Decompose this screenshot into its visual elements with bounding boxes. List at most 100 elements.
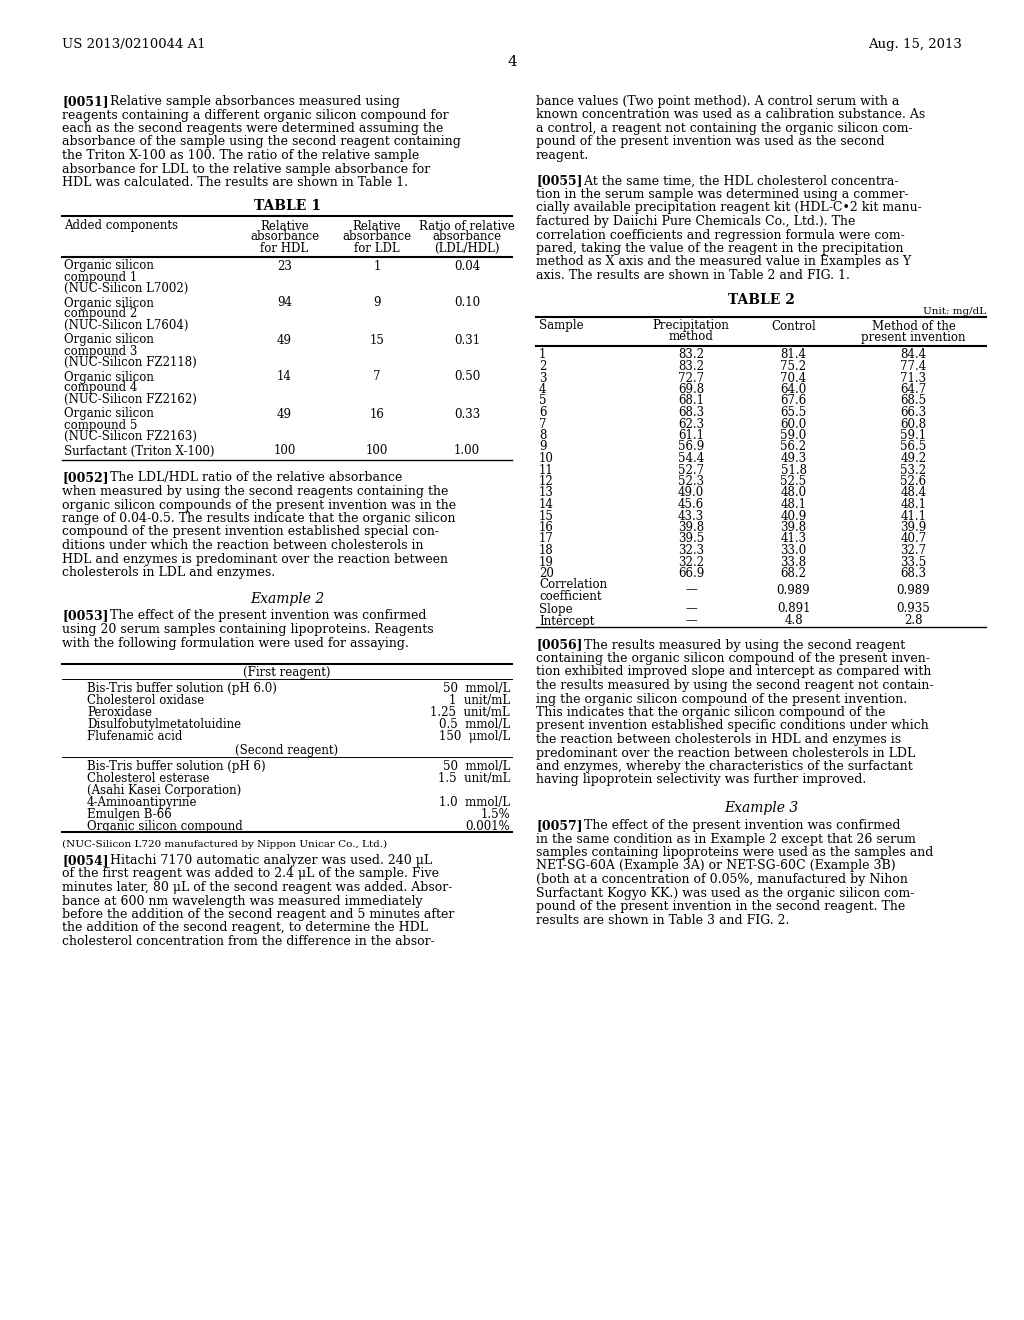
Text: the addition of the second reagent, to determine the HDL: the addition of the second reagent, to d…	[62, 921, 428, 935]
Text: 56.2: 56.2	[780, 441, 807, 454]
Text: 15: 15	[370, 334, 384, 346]
Text: and enzymes, whereby the characteristics of the surfactant: and enzymes, whereby the characteristics…	[536, 760, 912, 774]
Text: 49: 49	[278, 408, 292, 421]
Text: 49.0: 49.0	[678, 487, 705, 499]
Text: 0.04: 0.04	[454, 260, 480, 272]
Text: reagents containing a different organic silicon compound for: reagents containing a different organic …	[62, 108, 449, 121]
Text: (Second reagent): (Second reagent)	[236, 744, 339, 756]
Text: 67.6: 67.6	[780, 395, 807, 408]
Text: —: —	[685, 583, 697, 597]
Text: organic silicon compounds of the present invention was in the: organic silicon compounds of the present…	[62, 499, 456, 511]
Text: 72.7: 72.7	[678, 371, 705, 384]
Text: 66.3: 66.3	[900, 407, 927, 418]
Text: range of 0.04-0.5. The results indicate that the organic silicon: range of 0.04-0.5. The results indicate …	[62, 512, 456, 525]
Text: for HDL: for HDL	[260, 242, 308, 255]
Text: Ratio of relative: Ratio of relative	[419, 219, 515, 232]
Text: 56.5: 56.5	[900, 441, 927, 454]
Text: 16: 16	[370, 408, 384, 421]
Text: (First reagent): (First reagent)	[244, 667, 331, 678]
Text: 52.7: 52.7	[678, 463, 705, 477]
Text: factured by Daiichi Pure Chemicals Co., Ltd.). The: factured by Daiichi Pure Chemicals Co., …	[536, 215, 855, 228]
Text: 50  mmol/L: 50 mmol/L	[442, 760, 510, 774]
Text: bance values (Two point method). A control serum with a: bance values (Two point method). A contr…	[536, 95, 899, 108]
Text: 17: 17	[539, 532, 554, 545]
Text: minutes later, 80 μL of the second reagent was added. Absor-: minutes later, 80 μL of the second reage…	[62, 880, 453, 894]
Text: Organic silicon: Organic silicon	[63, 260, 154, 272]
Text: absorbance for LDL to the relative sample absorbance for: absorbance for LDL to the relative sampl…	[62, 162, 430, 176]
Text: (NUC-Silicon FZ2162): (NUC-Silicon FZ2162)	[63, 392, 197, 405]
Text: tion in the serum sample was determined using a commer-: tion in the serum sample was determined …	[536, 187, 908, 201]
Text: Organic silicon: Organic silicon	[63, 408, 154, 421]
Text: 51.8: 51.8	[780, 463, 807, 477]
Text: 52.6: 52.6	[900, 475, 927, 488]
Text: Precipitation: Precipitation	[652, 319, 729, 333]
Text: [0056]: [0056]	[536, 639, 583, 652]
Text: compound 5: compound 5	[63, 418, 137, 432]
Text: The LDL/HDL ratio of the relative absorbance: The LDL/HDL ratio of the relative absorb…	[102, 471, 402, 484]
Text: 66.9: 66.9	[678, 568, 705, 579]
Text: samples containing lipoproteins were used as the samples and: samples containing lipoproteins were use…	[536, 846, 933, 859]
Text: 71.3: 71.3	[900, 371, 927, 384]
Text: 50  mmol/L: 50 mmol/L	[442, 682, 510, 696]
Text: ditions under which the reaction between cholesterols in: ditions under which the reaction between…	[62, 539, 424, 552]
Text: 7: 7	[374, 371, 381, 384]
Text: cholesterol concentration from the difference in the absor-: cholesterol concentration from the diffe…	[62, 935, 435, 948]
Text: Emulgen B-66: Emulgen B-66	[87, 808, 172, 821]
Text: NET-SG-60A (Example 3A) or NET-SG-60C (Example 3B): NET-SG-60A (Example 3A) or NET-SG-60C (E…	[536, 859, 896, 873]
Text: pared, taking the value of the reagent in the precipitation: pared, taking the value of the reagent i…	[536, 242, 903, 255]
Text: 64.0: 64.0	[780, 383, 807, 396]
Text: [0052]: [0052]	[62, 471, 109, 484]
Text: 4: 4	[539, 383, 547, 396]
Text: 64.7: 64.7	[900, 383, 927, 396]
Text: 75.2: 75.2	[780, 360, 807, 374]
Text: absorbance: absorbance	[250, 231, 319, 243]
Text: axis. The results are shown in Table 2 and FIG. 1.: axis. The results are shown in Table 2 a…	[536, 269, 850, 282]
Text: in the same condition as in Example 2 except that 26 serum: in the same condition as in Example 2 ex…	[536, 833, 915, 846]
Text: 6: 6	[539, 407, 547, 418]
Text: compound 4: compound 4	[63, 381, 137, 395]
Text: [0053]: [0053]	[62, 610, 109, 623]
Text: [0055]: [0055]	[536, 174, 583, 187]
Text: predominant over the reaction between cholesterols in LDL: predominant over the reaction between ch…	[536, 747, 915, 759]
Text: 41.3: 41.3	[780, 532, 807, 545]
Text: [0051]: [0051]	[62, 95, 109, 108]
Text: 0.935: 0.935	[897, 602, 931, 615]
Text: the Triton X-100 as 100. The ratio of the relative sample: the Triton X-100 as 100. The ratio of th…	[62, 149, 419, 162]
Text: 33.8: 33.8	[780, 556, 807, 569]
Text: 5: 5	[539, 395, 547, 408]
Text: method as X axis and the measured value in Examples as Y: method as X axis and the measured value …	[536, 256, 911, 268]
Text: 4.8: 4.8	[784, 615, 803, 627]
Text: Slope: Slope	[539, 602, 572, 615]
Text: 48.4: 48.4	[900, 487, 927, 499]
Text: pound of the present invention in the second reagent. The: pound of the present invention in the se…	[536, 900, 905, 913]
Text: Relative sample absorbances measured using: Relative sample absorbances measured usi…	[102, 95, 400, 108]
Text: HDL was calculated. The results are shown in Table 1.: HDL was calculated. The results are show…	[62, 176, 408, 189]
Text: 0.33: 0.33	[454, 408, 480, 421]
Text: Relative: Relative	[352, 219, 401, 232]
Text: compound 2: compound 2	[63, 308, 137, 321]
Text: 9: 9	[539, 441, 547, 454]
Text: 52.5: 52.5	[780, 475, 807, 488]
Text: Sample: Sample	[539, 319, 584, 333]
Text: The effect of the present invention was confirmed: The effect of the present invention was …	[102, 610, 427, 623]
Text: compound 1: compound 1	[63, 271, 137, 284]
Text: the reaction between cholesterols in HDL and enzymes is: the reaction between cholesterols in HDL…	[536, 733, 901, 746]
Text: 40.7: 40.7	[900, 532, 927, 545]
Text: before the addition of the second reagent and 5 minutes after: before the addition of the second reagen…	[62, 908, 455, 921]
Text: Relative: Relative	[260, 219, 309, 232]
Text: Flufenamic acid: Flufenamic acid	[87, 730, 182, 743]
Text: present invention established specific conditions under which: present invention established specific c…	[536, 719, 929, 733]
Text: 23: 23	[278, 260, 292, 272]
Text: 62.3: 62.3	[678, 417, 705, 430]
Text: 11: 11	[539, 463, 554, 477]
Text: 100: 100	[273, 445, 296, 458]
Text: of the first reagent was added to 2.4 μL of the sample. Five: of the first reagent was added to 2.4 μL…	[62, 867, 439, 880]
Text: The results measured by using the second reagent: The results measured by using the second…	[575, 639, 905, 652]
Text: 0.5  mmol/L: 0.5 mmol/L	[439, 718, 510, 731]
Text: coefficient: coefficient	[539, 590, 601, 602]
Text: absorbance of the sample using the second reagent containing: absorbance of the sample using the secon…	[62, 136, 461, 149]
Text: 150  μmol/L: 150 μmol/L	[438, 730, 510, 743]
Text: Organic silicon: Organic silicon	[63, 371, 154, 384]
Text: 69.8: 69.8	[678, 383, 705, 396]
Text: Hitachi 7170 automatic analyzer was used. 240 μL: Hitachi 7170 automatic analyzer was used…	[102, 854, 432, 867]
